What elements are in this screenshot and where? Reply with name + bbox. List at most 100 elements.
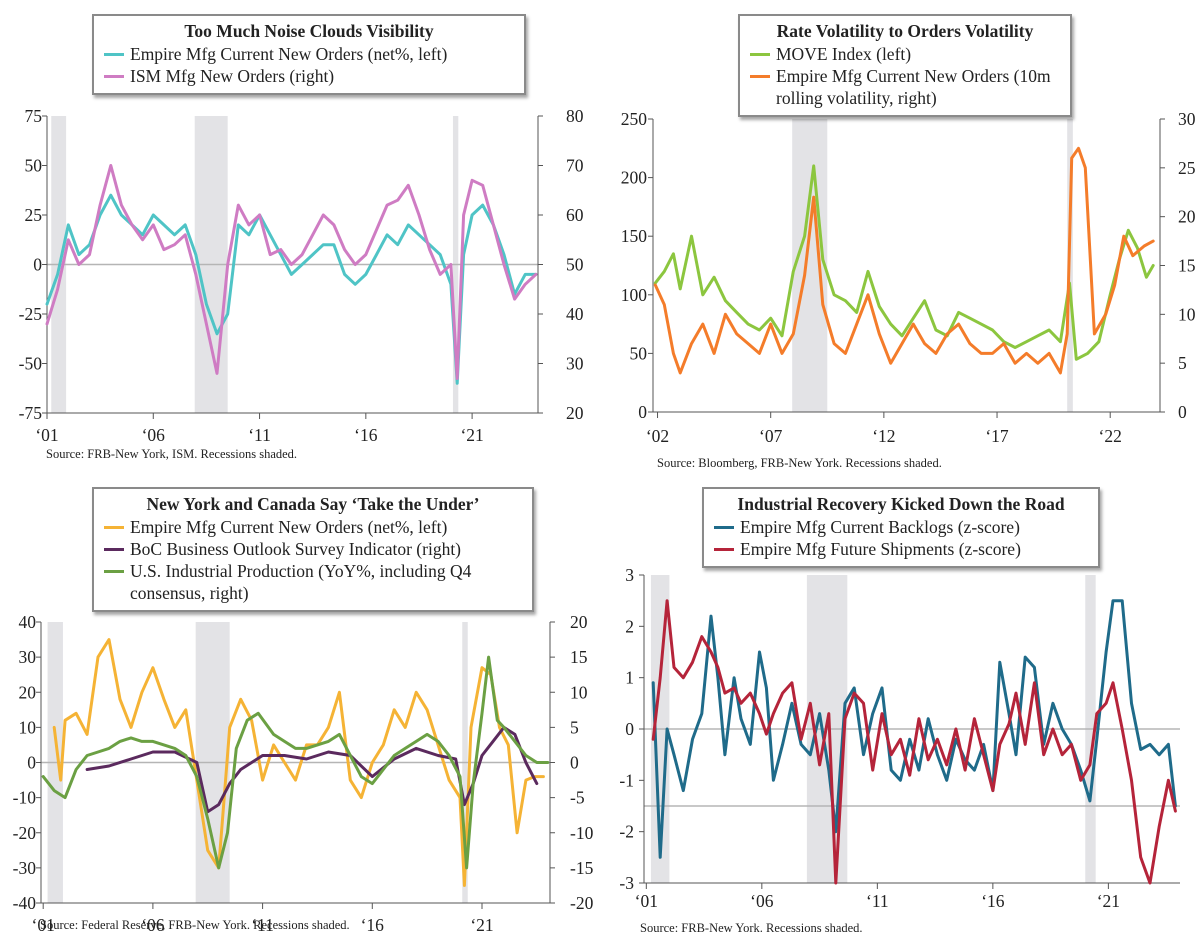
y-tick-label-right: -20 xyxy=(570,893,594,913)
x-tick-label: ‘01 xyxy=(635,891,658,911)
chart-1-legend: Too Much Noise Clouds Visibility Empire … xyxy=(92,14,526,95)
x-tick-label: ‘06 xyxy=(750,891,774,911)
x-tick-label: ‘12 xyxy=(872,426,895,446)
chart-3-title: New York and Canada Say ‘Take the Under’ xyxy=(146,494,480,514)
chart-2-legend: Rate Volatility to Orders Volatility MOV… xyxy=(738,14,1072,117)
y-tick-label-right: 20 xyxy=(570,612,588,632)
y-tick-label-left: 40 xyxy=(19,612,37,632)
y-tick-label-left: -3 xyxy=(619,873,634,893)
legend-swatch xyxy=(104,526,124,529)
series-line-1 xyxy=(52,638,545,887)
y-tick-label-right: 50 xyxy=(566,255,584,275)
chart-panel-2: 250 200 150 100 50 0 30 25 20 15 10 5 0 ‘02 ‘07 ‘12 ‘17 ‘… xyxy=(600,0,1200,471)
y-tick-label-left: -50 xyxy=(19,354,43,374)
chart-1-svg: 75 50 25 0 -25 -50 -75 80 70 60 50 40 30 20 ‘01 ‘06 ‘11 ‘… xyxy=(19,106,584,445)
y-tick-label-left: 10 xyxy=(19,717,37,737)
legend-swatch xyxy=(714,548,734,551)
recession-band xyxy=(792,119,828,412)
y-tick-label-right: -10 xyxy=(570,823,594,843)
y-tick-label-right: 15 xyxy=(1178,256,1196,276)
y-tick-label-right: 40 xyxy=(566,304,584,324)
chart-panel-4: 3 2 1 0 -1 -2 -3 ‘01 ‘06 ‘11 ‘16 ‘21 Industrial Rec… xyxy=(600,471,1200,942)
x-tick-label: ‘01 xyxy=(32,915,55,935)
legend-item: Empire Mfg Current New Orders (10m rolli… xyxy=(750,65,1060,109)
legend-label: Empire Mfg Current New Orders (net%, lef… xyxy=(130,517,448,537)
x-tick-label: ‘06 xyxy=(142,425,166,445)
y-tick-label-right: 5 xyxy=(570,717,579,737)
y-tick-label-right: -5 xyxy=(570,788,585,808)
x-tick-label: ‘11 xyxy=(866,891,889,911)
y-tick-label-left: 2 xyxy=(625,616,634,636)
y-tick-label-left: 50 xyxy=(630,343,648,363)
y-tick-label-left: 20 xyxy=(19,682,37,702)
legend-label: Empire Mfg Current Backlogs (z-score) xyxy=(740,517,1020,537)
legend-label: BoC Business Outlook Survey Indicator (r… xyxy=(130,539,462,559)
legend-label: U.S. Industrial Production (YoY%, includ… xyxy=(130,561,472,603)
legend-swatch xyxy=(104,570,124,573)
y-tick-label-left: -75 xyxy=(19,403,43,423)
chart-4-svg: 3 2 1 0 -1 -2 -3‘01 ‘06 ‘11 ‘16 ‘21 xyxy=(619,565,1180,911)
chart-2-title: Rate Volatility to Orders Volatility xyxy=(776,21,1034,41)
chart-3-svg: 40 30 20 10 0 -10 -20 -30 -40 20 15 10 5 0 -5 -10 -15 -20… xyxy=(13,612,594,935)
chart-panel-3: 40 30 20 10 0 -10 -20 -30 -40 20 15 10 5 0 -5 -10 -15 -20… xyxy=(0,471,600,942)
legend-swatch xyxy=(714,526,734,529)
x-tick-label: ‘21 xyxy=(1097,891,1120,911)
y-tick-label-left: 3 xyxy=(625,565,634,585)
y-tick-label-left: -40 xyxy=(13,893,37,913)
chart-2-source: Source: Bloomberg, FRB-New York. Recessi… xyxy=(657,456,942,470)
y-tick-label-right: 30 xyxy=(566,354,584,374)
x-tick-label: ‘17 xyxy=(985,426,1009,446)
series-line-3 xyxy=(41,655,550,870)
y-tick-label-left: 0 xyxy=(638,402,647,422)
legend-label: MOVE Index (left) xyxy=(776,44,912,64)
y-tick-label-left: 1 xyxy=(625,668,634,688)
chart-4-title: Industrial Recovery Kicked Down the Road xyxy=(737,494,1065,514)
series-line-1 xyxy=(651,599,1177,859)
legend-item: ISM Mfg New Orders (right) xyxy=(104,65,514,87)
y-tick-label-right: 20 xyxy=(566,403,584,423)
series-line-2 xyxy=(653,146,1155,375)
chart-4-source: Source: FRB-New York. Recessions shaded. xyxy=(640,921,863,935)
legend-swatch xyxy=(104,548,124,551)
y-tick-label-left: -25 xyxy=(19,304,43,324)
series-line-2 xyxy=(651,599,1177,885)
legend-label: ISM Mfg New Orders (right) xyxy=(130,66,335,86)
chart-1-title: Too Much Noise Clouds Visibility xyxy=(184,21,434,41)
legend-item: Empire Mfg Current New Orders (net%, lef… xyxy=(104,43,514,65)
legend-swatch xyxy=(104,75,124,78)
chart-3-source: Source: Federal Reserve, FRB-New York. R… xyxy=(40,918,350,932)
x-tick-label: ‘02 xyxy=(646,426,669,446)
y-tick-label-right: 15 xyxy=(570,647,588,667)
y-tick-label-left: -30 xyxy=(13,858,37,878)
y-tick-label-left: 250 xyxy=(621,109,648,129)
chart-3-legend: New York and Canada Say ‘Take the Under’… xyxy=(92,487,534,612)
y-tick-label-left: 150 xyxy=(621,226,648,246)
y-tick-label-left: 30 xyxy=(19,647,37,667)
y-tick-label-left: 0 xyxy=(625,719,634,739)
chart-panel-1: 75 50 25 0 -25 -50 -75 80 70 60 50 40 30 20 ‘01 ‘06 ‘11 ‘… xyxy=(0,0,600,471)
y-tick-label-left: 200 xyxy=(621,168,648,188)
y-tick-label-left: -20 xyxy=(13,823,37,843)
legend-item: U.S. Industrial Production (YoY%, includ… xyxy=(104,560,522,604)
y-tick-label-left: -10 xyxy=(13,788,37,808)
legend-swatch xyxy=(750,75,770,78)
legend-item: Empire Mfg Current Backlogs (z-score) xyxy=(714,516,1088,538)
y-tick-label-right: 80 xyxy=(566,106,584,126)
x-tick-label: ‘16 xyxy=(354,425,378,445)
x-tick-label: ‘06 xyxy=(141,915,165,935)
chart-1-source: Source: FRB-New York, ISM. Recessions sh… xyxy=(46,447,298,461)
y-tick-label-right: 0 xyxy=(1178,402,1187,422)
y-tick-label-right: 20 xyxy=(1178,207,1196,227)
y-tick-label-right: 70 xyxy=(566,156,584,176)
legend-label: Empire Mfg Current New Orders (net%, lef… xyxy=(130,44,448,64)
legend-swatch xyxy=(104,53,124,56)
y-tick-label-left: 25 xyxy=(25,205,43,225)
legend-item: BoC Business Outlook Survey Indicator (r… xyxy=(104,538,522,560)
legend-item: Empire Mfg Future Shipments (z-score) xyxy=(714,538,1088,560)
legend-item: Empire Mfg Current New Orders (net%, lef… xyxy=(104,516,522,538)
y-tick-label-right: 10 xyxy=(1178,304,1196,324)
y-tick-label-left: 100 xyxy=(621,285,648,305)
x-tick-label: ‘21 xyxy=(470,915,493,935)
legend-label: Empire Mfg Future Shipments (z-score) xyxy=(740,539,1021,559)
